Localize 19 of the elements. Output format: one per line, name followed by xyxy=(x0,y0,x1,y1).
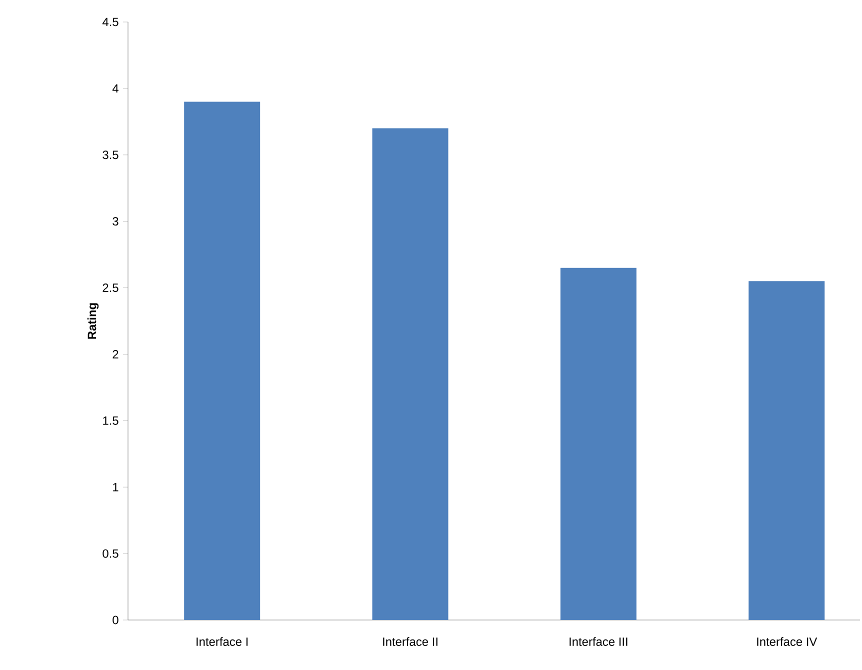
bar xyxy=(748,281,825,620)
y-tick-label: 4.5 xyxy=(102,18,118,26)
x-tick-label: Interface III xyxy=(570,637,628,646)
y-tick-label: 2 xyxy=(112,350,118,358)
y-axis-title: Rating xyxy=(87,303,99,339)
x-tick-label: Interface IV xyxy=(757,637,818,646)
bar xyxy=(372,128,448,620)
y-tick-label: 1.5 xyxy=(103,416,118,425)
bar xyxy=(184,102,260,620)
x-tick-label: Interface II xyxy=(383,637,438,646)
y-tick-label: 4 xyxy=(112,84,118,93)
x-tick-label: Interface I xyxy=(196,637,248,646)
y-tick-label: 0.5 xyxy=(102,549,118,558)
y-tick-label: 2.5 xyxy=(102,284,118,292)
y-tick-label: 3 xyxy=(112,217,118,226)
bar xyxy=(560,268,636,620)
y-tick-label: 3.5 xyxy=(102,150,118,160)
y-tick-label: 1 xyxy=(113,483,118,492)
y-tick-label: 0 xyxy=(112,616,118,624)
